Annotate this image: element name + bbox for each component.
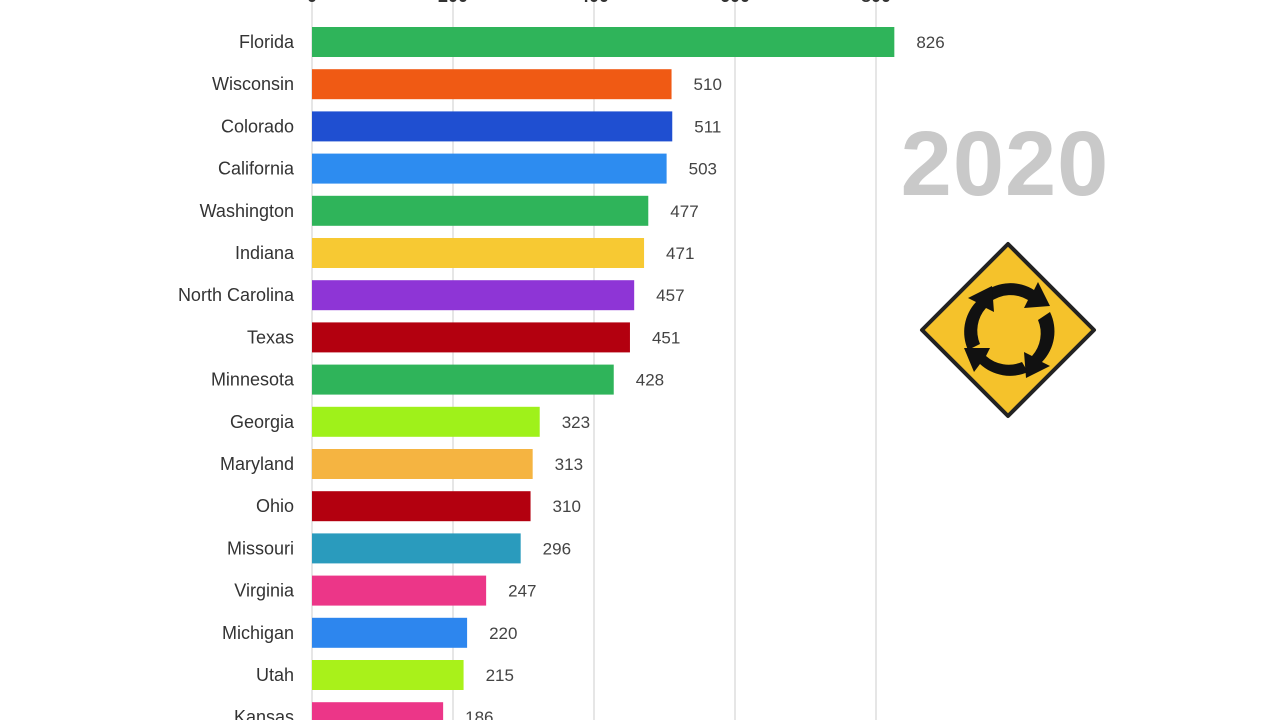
value-label: 310	[553, 497, 581, 516]
category-label: Indiana	[235, 243, 295, 263]
value-label: 296	[543, 539, 571, 558]
bar	[312, 491, 531, 522]
x-tick-label: 200	[438, 0, 468, 6]
bar	[312, 660, 464, 690]
value-label: 511	[694, 117, 721, 136]
category-label: Maryland	[220, 454, 294, 474]
x-tick-label: 400	[579, 0, 609, 6]
bar	[312, 702, 444, 720]
category-label: Ohio	[256, 496, 294, 516]
category-label: Florida	[239, 32, 295, 52]
category-label: Wisconsin	[212, 74, 294, 94]
value-label: 186	[465, 708, 493, 720]
value-label: 215	[486, 666, 514, 685]
bar	[312, 533, 521, 564]
x-tick-label: 600	[720, 0, 750, 6]
year-label: 2020	[900, 113, 1110, 215]
value-label: 826	[916, 33, 944, 52]
value-label: 510	[694, 75, 722, 94]
category-label: California	[218, 159, 295, 179]
bar	[312, 27, 895, 57]
value-label: 247	[508, 582, 536, 601]
category-label: Virginia	[234, 581, 295, 601]
category-label: Utah	[256, 665, 294, 685]
category-label: Washington	[200, 201, 294, 221]
x-tick-label: 800	[861, 0, 891, 6]
roundabout-sign-icon	[920, 242, 1096, 418]
bar	[312, 153, 667, 184]
value-label: 471	[666, 244, 694, 263]
value-label: 313	[555, 455, 583, 474]
category-label: Georgia	[230, 412, 295, 432]
bar	[312, 575, 487, 606]
value-label: 428	[636, 371, 664, 390]
value-label: 457	[656, 286, 684, 305]
bar	[312, 617, 468, 648]
x-tick-label: 0	[307, 0, 317, 6]
value-label: 220	[489, 624, 517, 643]
bar	[312, 364, 614, 395]
bar	[312, 280, 635, 311]
category-label: Minnesota	[211, 370, 295, 390]
bar	[312, 238, 645, 268]
value-label: 503	[689, 160, 717, 179]
value-label: 451	[652, 328, 680, 347]
value-label: 477	[670, 202, 698, 221]
bar	[312, 195, 649, 226]
bar	[312, 322, 630, 353]
bar	[312, 449, 533, 479]
category-label: North Carolina	[178, 285, 295, 305]
value-label: 323	[562, 413, 590, 432]
category-label: Missouri	[227, 538, 294, 558]
category-label: Kansas	[234, 707, 294, 720]
category-label: Texas	[247, 327, 294, 347]
category-label: Colorado	[221, 116, 294, 136]
bar	[312, 406, 540, 437]
bar	[312, 69, 672, 100]
bar	[312, 111, 673, 142]
category-label: Michigan	[222, 623, 294, 643]
